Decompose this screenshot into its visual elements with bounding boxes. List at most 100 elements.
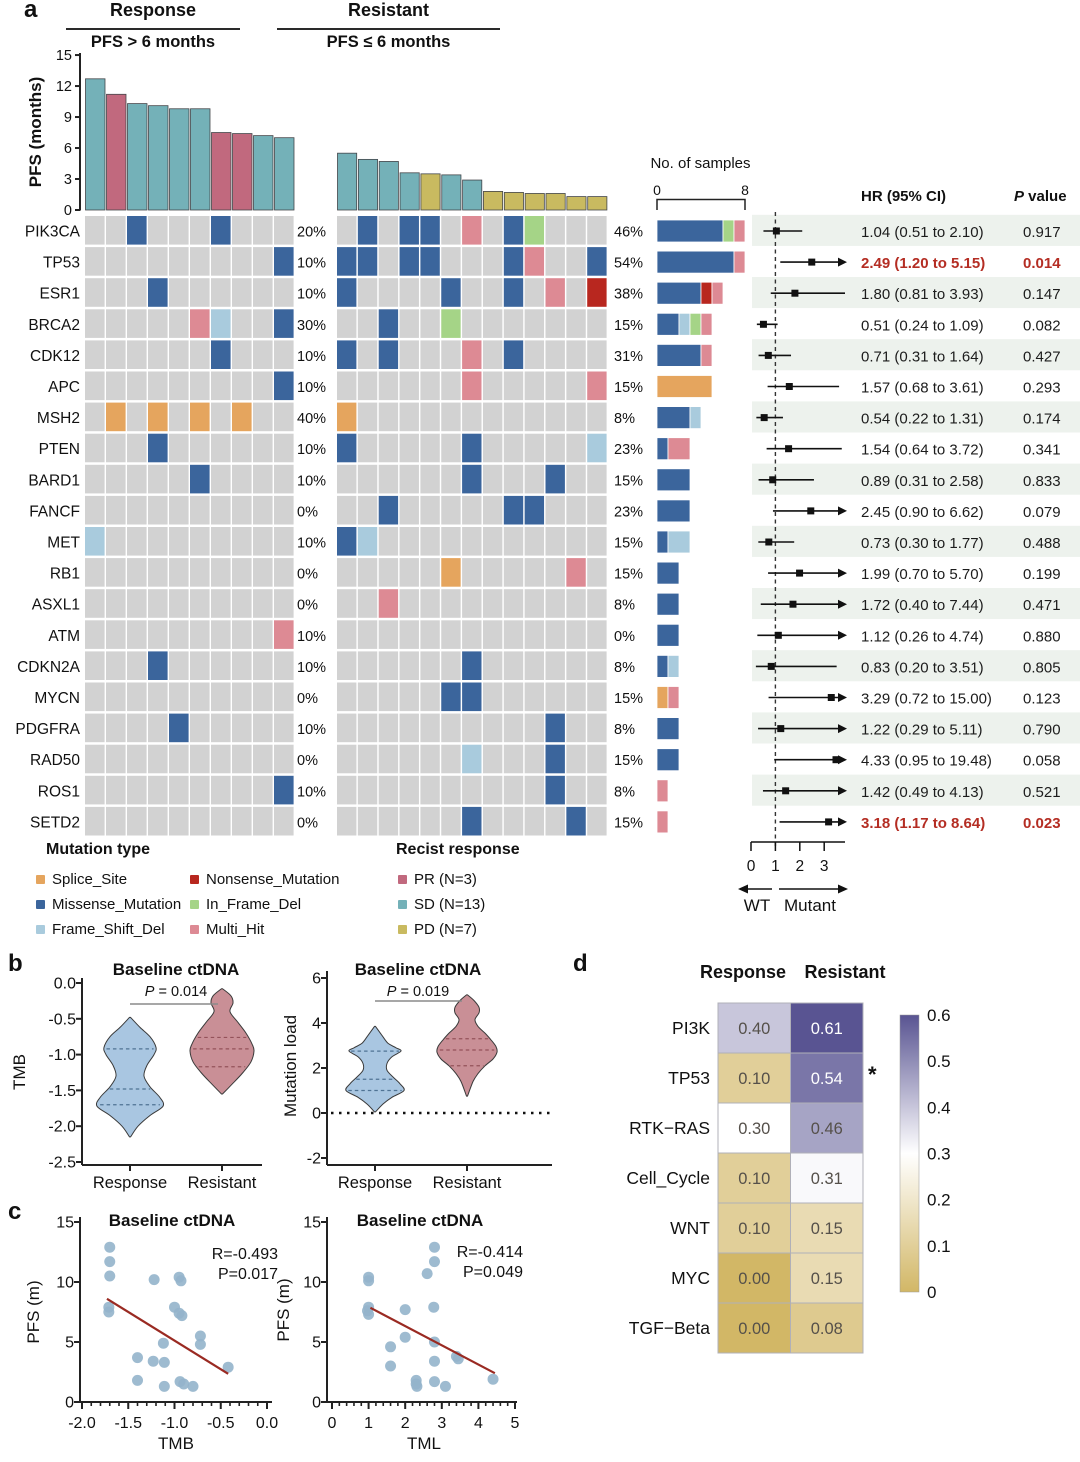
scatter-x-tick-label: 2: [401, 1415, 410, 1432]
violin-shape: [95, 1016, 165, 1138]
samples-bar-segment: [711, 281, 724, 305]
gene-label: MSH2: [37, 410, 80, 427]
heatmap-row-label: WNT: [670, 1218, 710, 1238]
pfs-bar: [106, 93, 127, 211]
oncoprint-cell: [106, 558, 126, 587]
oncoprint-cell: [337, 744, 357, 774]
violin-category-label: Resistant: [188, 1174, 257, 1192]
scatter-x-tick-label: 0: [328, 1415, 337, 1432]
oncoprint-cell: [524, 278, 545, 307]
pfs-m-axis-title-2: PFS (m): [274, 1278, 293, 1342]
p-value: P=0.017: [217, 1266, 278, 1283]
oncoprint-cell: [169, 278, 189, 307]
pfs-bar: [337, 152, 358, 211]
response-pct-label: 30%: [297, 318, 326, 334]
pfs-bar: [357, 158, 378, 211]
oncoprint-cell: [85, 433, 105, 463]
oncoprint-cell: [378, 775, 399, 805]
oncoprint-cell: [232, 433, 252, 463]
p-value: 0.880: [1023, 628, 1061, 645]
heatmap-value: 0.08: [811, 1320, 843, 1338]
response-pct-label: 40%: [297, 411, 326, 427]
oncoprint-cell: [566, 371, 586, 401]
oncoprint-cell: [127, 651, 147, 680]
scatter-point: [363, 1308, 375, 1320]
oncoprint-cell: [85, 651, 105, 680]
oncoprint-cell: [587, 806, 607, 836]
pfs-tick-label: 3: [64, 172, 72, 188]
oncoprint-cell: [253, 216, 273, 245]
oncoprint-cell: [420, 433, 440, 463]
heatmap-row-label: Cell_Cycle: [626, 1168, 710, 1189]
oncoprint-cell: [378, 371, 399, 401]
scatter-x-tick-label: 5: [511, 1415, 520, 1432]
oncoprint-cell: [566, 402, 586, 432]
oncoprint-cell: [106, 340, 126, 369]
oncoprint-cell: [462, 433, 482, 463]
oncoprint-cell: [566, 464, 586, 494]
oncoprint-cell: [211, 340, 231, 369]
oncoprint-cell: [420, 558, 440, 587]
oncoprint-cell: [587, 744, 607, 774]
scatter-point: [421, 1268, 433, 1280]
forest-arrow-icon: [838, 755, 847, 765]
oncoprint-cell: [503, 806, 524, 836]
oncoprint-cell: [482, 527, 503, 556]
oncoprint-cell: [587, 371, 607, 401]
oncoprint-cell: [232, 402, 252, 432]
oncoprint-cell: [85, 620, 105, 649]
hr-value: 3.18 (1.17 to 8.64): [861, 815, 985, 832]
oncoprint-cell: [85, 495, 105, 525]
forest-point: [760, 414, 768, 422]
oncoprint-cell: [566, 309, 586, 338]
forest-axis-tick-label: 2: [795, 858, 804, 875]
samples-bar-segment: [656, 250, 735, 274]
oncoprint-cell: [441, 558, 461, 587]
resistant-pct-label: 54%: [614, 256, 643, 272]
samples-bar-segment: [656, 437, 669, 461]
oncoprint-cell: [566, 558, 586, 587]
response-pct-label: 10%: [297, 256, 326, 272]
scatter-y-tick-label: 5: [312, 1335, 321, 1352]
group-response-subtitle: PFS > 6 months: [90, 33, 216, 51]
oncoprint-cell: [503, 744, 524, 774]
response-pct-label: 0%: [297, 815, 318, 831]
hr-value: 1.22 (0.29 to 5.11): [861, 722, 982, 739]
p-value: 0.805: [1023, 659, 1061, 676]
oncoprint-cell: [274, 371, 294, 401]
oncoprint-cell: [211, 216, 231, 245]
oncoprint-cell: [357, 558, 378, 587]
scatter-y-tick-label: 5: [65, 1335, 74, 1352]
oncoprint-cell: [211, 464, 231, 494]
legend-label: Splice_Site: [52, 870, 128, 888]
samples-bar-segment: [656, 468, 691, 492]
hr-value: 1.54 (0.64 to 3.72): [861, 442, 984, 459]
oncoprint-cell: [524, 309, 545, 338]
oncoprint-cell: [587, 278, 607, 307]
oncoprint-cell: [545, 558, 565, 587]
row-stripe: [752, 214, 1080, 246]
oncoprint-cell: [399, 340, 419, 369]
oncoprint-cell: [399, 651, 419, 680]
oncoprint-cell: [566, 620, 586, 649]
response-pct-label: 0%: [297, 567, 318, 583]
oncoprint-cell: [503, 682, 524, 712]
response-pct-label: 10%: [297, 349, 326, 365]
oncoprint-cell: [462, 620, 482, 649]
panel-c-label: c: [8, 1198, 22, 1225]
p-value: 0.427: [1023, 348, 1061, 365]
pfs-axis-title: PFS (months): [26, 76, 45, 188]
oncoprint-cell: [190, 682, 210, 712]
pvalue-italic: P: [144, 984, 155, 1000]
oncoprint-cell: [441, 527, 461, 556]
oncoprint-cell: [420, 806, 440, 836]
violin-y-tick-label: -0.5: [48, 1011, 76, 1028]
oncoprint-cell: [274, 806, 294, 836]
oncoprint-cell: [274, 464, 294, 494]
heatmap-row-label: PI3K: [672, 1018, 710, 1038]
pfs-bar: [378, 161, 399, 211]
oncoprint-cell: [399, 589, 419, 618]
samples-title: No. of samples: [650, 155, 751, 172]
oncoprint-cell: [420, 371, 440, 401]
legend-item-splice: Splice_Site: [36, 870, 127, 888]
